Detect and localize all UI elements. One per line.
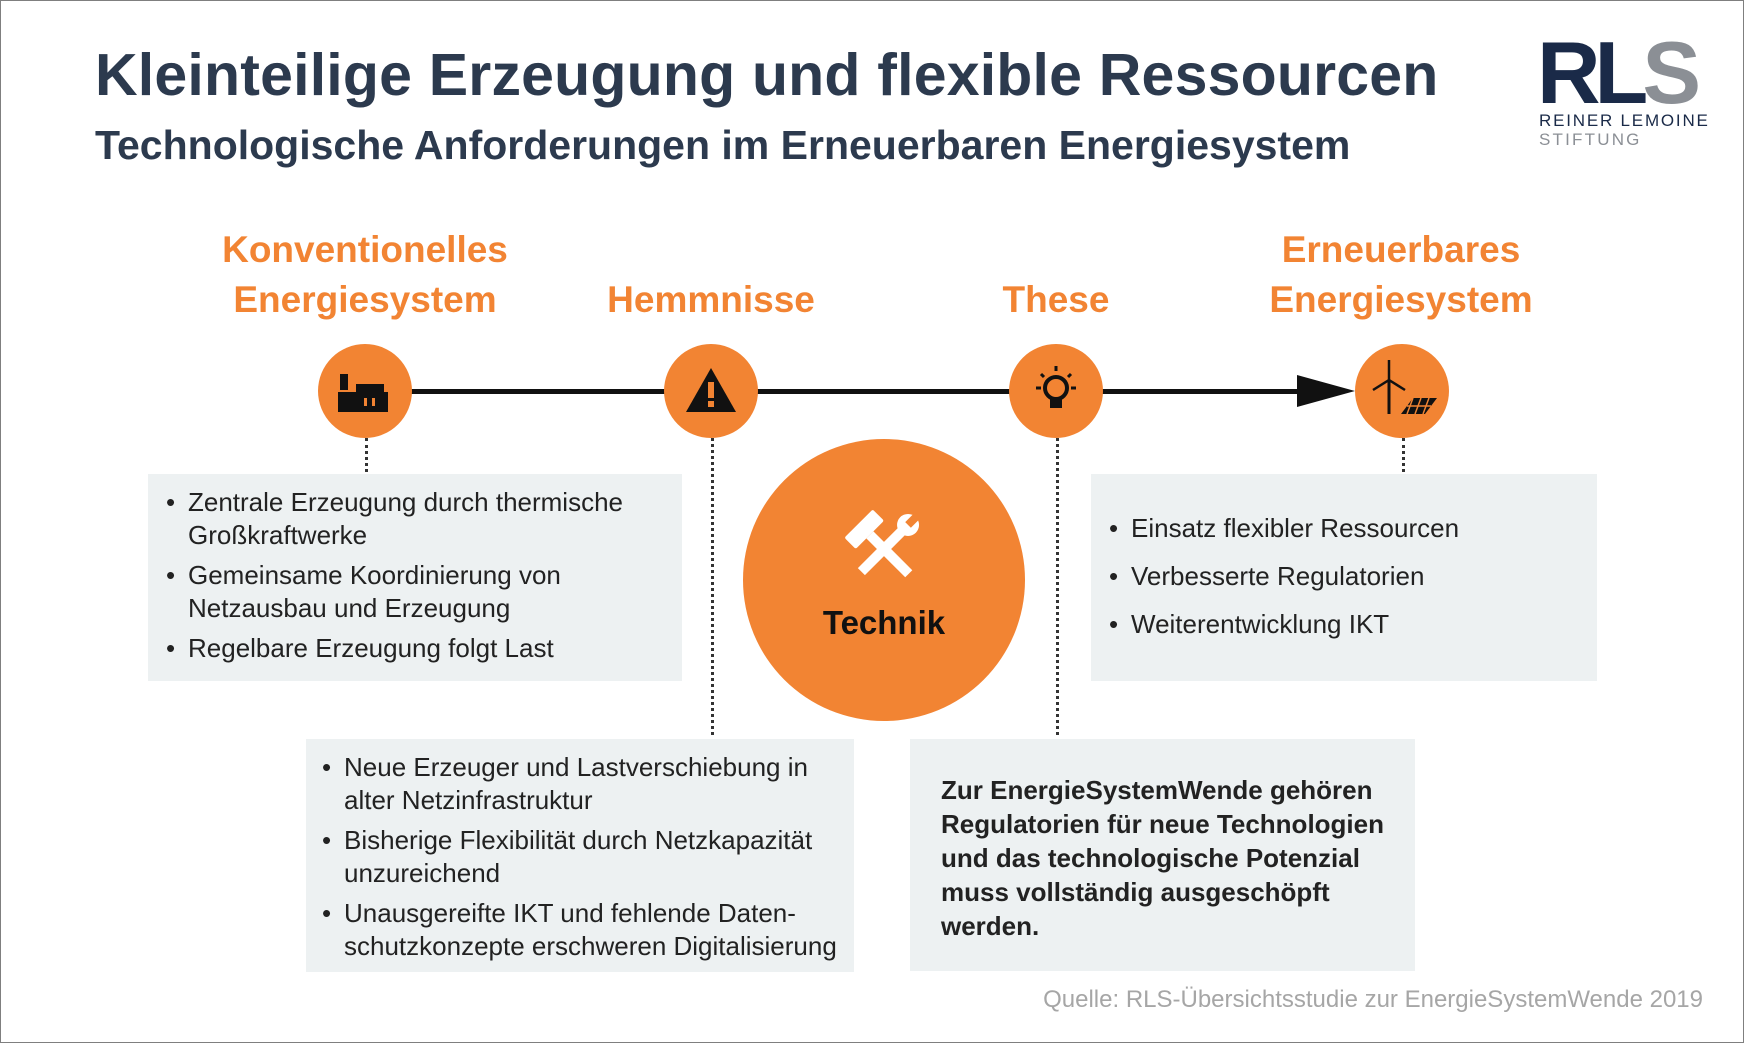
- timeline-arrow-head: [1297, 375, 1355, 407]
- node-obstacles: [664, 344, 758, 438]
- stage-label-thesis: These: [1002, 279, 1110, 320]
- list-item-line1: Gemeinsame Koordinierung von: [188, 560, 561, 590]
- thesis-line: Zur EnergieSystemWende gehören: [941, 775, 1373, 805]
- list-item-line1: Unausgereifte IKT und fehlende Daten-: [344, 898, 796, 928]
- list-item-line1: Bisherige Flexibilität durch Netzkapazit…: [344, 825, 813, 855]
- page-title: Kleinteilige Erzeugung und flexible Ress…: [95, 42, 1439, 108]
- thesis-statement: Zur EnergieSystemWende gehören Regulator…: [941, 773, 1411, 943]
- logo-line1: REINER LEMOINE: [1539, 111, 1710, 130]
- list-item-line2: unzureichend: [344, 858, 501, 888]
- wind-solar-icon: [1372, 360, 1437, 415]
- stage-label-renewable-line1: Erneuerbares: [1281, 229, 1521, 270]
- stage-label-renewable: Erneuerbares Energiesystem: [1241, 225, 1561, 325]
- list-item-text: Einsatz flexibler Ressourcen: [1131, 513, 1460, 543]
- timeline-line: [381, 389, 1341, 394]
- node-renewable: [1355, 344, 1449, 438]
- connector-obstacles: [711, 438, 714, 735]
- tools-icon: [845, 510, 921, 578]
- bullet: •: [166, 487, 176, 517]
- list-item-line2: alter Netzinfrastruktur: [344, 785, 593, 815]
- connector-renewable: [1402, 438, 1405, 472]
- bullet: •: [322, 825, 332, 855]
- node-conventional: [318, 344, 412, 438]
- list-item: • Weiterentwicklung IKT: [1101, 608, 1597, 641]
- list-item-line1: Regelbare Erzeugung folgt Last: [188, 633, 554, 663]
- connector-thesis: [1056, 438, 1059, 735]
- node-thesis: [1009, 344, 1103, 438]
- bullet: •: [1109, 609, 1119, 639]
- list-item: • Neue Erzeuger und Lastverschiebung in al…: [314, 751, 854, 817]
- thesis-line: werden.: [941, 911, 1040, 941]
- list-item: • Gemeinsame Koordinierung von Netzausbau …: [158, 559, 682, 625]
- bullet: •: [322, 752, 332, 782]
- bullet: •: [166, 560, 176, 590]
- bullet: •: [166, 633, 176, 663]
- technik-label: Technik: [822, 604, 946, 641]
- list-item-line2: Großkraftwerke: [188, 520, 368, 550]
- list-item: • Zentrale Erzeugung durch thermische Groß…: [158, 486, 682, 552]
- logo-letters-s: S: [1642, 23, 1701, 122]
- rls-logo: RLS REINER LEMOINE STIFTUNG: [1537, 29, 1708, 150]
- list-item: • Bisherige Flexibilität durch Netzkapazi…: [314, 824, 854, 890]
- stage-label-renewable-line2: Energiesystem: [1269, 279, 1533, 320]
- logo-line2: STIFTUNG: [1539, 130, 1642, 149]
- factory-icon: [338, 374, 388, 412]
- list-item-line1: Zentrale Erzeugung durch thermische: [188, 487, 624, 517]
- list-item-text: Weiterentwicklung IKT: [1131, 609, 1390, 639]
- list-item-line2: schutzkonzepte erschweren Digitalisierun…: [344, 931, 837, 961]
- bullet: •: [1109, 561, 1119, 591]
- logo-letters: RLS: [1537, 29, 1701, 117]
- box-conventional: • Zentrale Erzeugung durch thermische Groß…: [148, 474, 682, 681]
- list-item: • Unausgereifte IKT und fehlende Daten-sc…: [314, 897, 854, 963]
- thesis-line: und das technologische Potenzial: [941, 843, 1360, 873]
- source-note: Quelle: RLS-Übersichtsstudie zur Energie…: [1043, 986, 1703, 1013]
- logo-letters-rl: RL: [1537, 23, 1648, 122]
- box-thesis: [910, 739, 1415, 971]
- technik-circle: Technik: [743, 439, 1025, 721]
- conventional-list: • Zentrale Erzeugung durch thermische Groß…: [148, 474, 682, 665]
- list-item: • Regelbare Erzeugung folgt Last: [158, 632, 682, 665]
- stage-label-conventional-line2: Energiesystem: [233, 279, 497, 320]
- lightbulb-icon: [1036, 366, 1076, 408]
- thesis-line: Regulatorien für neue Technologien: [941, 809, 1384, 839]
- stage-label-obstacles: Hemmnisse: [607, 279, 815, 320]
- list-item-line2: Netzausbau und Erzeugung: [188, 593, 511, 623]
- stage-label-conventional-line1: Konventionelles: [222, 229, 508, 270]
- box-renewable: • Einsatz flexibler Ressourcen • Verbesser…: [1091, 474, 1597, 681]
- renewable-list: • Einsatz flexibler Ressourcen • Verbesser…: [1091, 474, 1597, 641]
- bullet: •: [1109, 513, 1119, 543]
- box-obstacles: • Neue Erzeuger und Lastverschiebung in al…: [306, 739, 854, 972]
- list-item: • Verbesserte Regulatorien: [1101, 560, 1597, 593]
- stage-label-conventional: Konventionelles Energiesystem: [205, 225, 525, 325]
- bullet: •: [322, 898, 332, 928]
- obstacles-list: • Neue Erzeuger und Lastverschiebung in al…: [306, 739, 854, 963]
- connector-conventional: [365, 438, 368, 472]
- thesis-line: muss vollständig ausgeschöpft: [941, 877, 1330, 907]
- list-item-text: Verbesserte Regulatorien: [1131, 561, 1425, 591]
- list-item: • Einsatz flexibler Ressourcen: [1101, 512, 1597, 545]
- warning-icon: [686, 368, 736, 412]
- page-subtitle: Technologische Anforderungen im Erneuerb…: [95, 122, 1351, 168]
- list-item-line1: Neue Erzeuger und Lastverschiebung in: [344, 752, 808, 782]
